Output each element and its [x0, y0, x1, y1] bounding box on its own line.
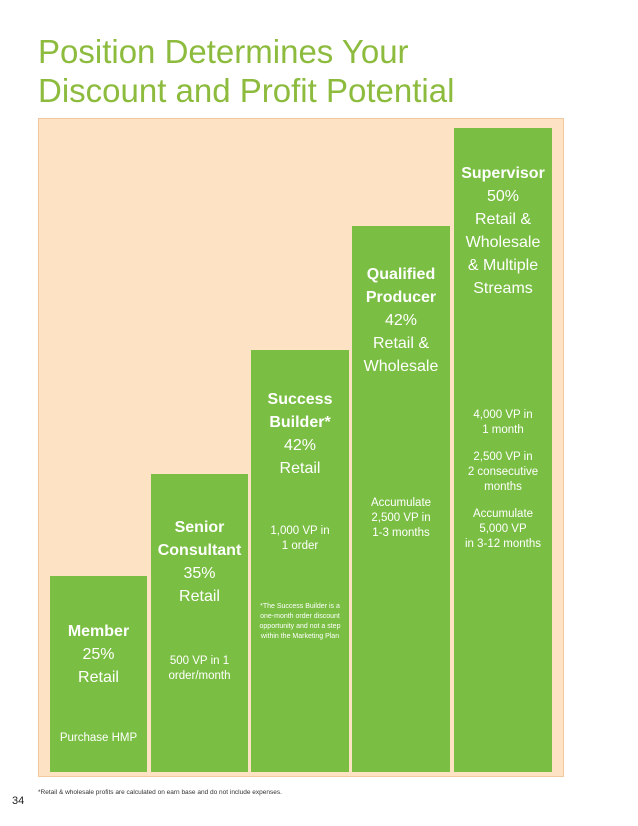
qualified-producer-benefit-2: Wholesale [363, 358, 439, 375]
senior-consultant-heading: Senior Consultant 35% Retail [157, 516, 242, 608]
member-discount: 25% [82, 646, 115, 663]
qualified-producer-req-line: 2,500 VP in [371, 512, 431, 524]
member-requirement: Purchase HMP [56, 731, 141, 746]
title-line-1: Position Determines Your [38, 33, 409, 70]
supervisor-req-line: 2,500 VP in [473, 451, 533, 463]
supervisor-benefit-2: Wholesale [465, 234, 541, 251]
note-line: *The Success Builder is a [260, 603, 340, 610]
success-builder-heading: Success Builder* 42% Retail [257, 388, 343, 480]
bar-member: Member 25% Retail Purchase HMP [50, 576, 147, 772]
supervisor-benefit-4: Streams [473, 280, 533, 297]
qualified-producer-name-1: Qualified [366, 266, 436, 283]
senior-consultant-benefit: Retail [179, 588, 220, 605]
supervisor-benefit-1: Retail & [474, 211, 532, 228]
qualified-producer-req-line: 1-3 months [372, 527, 430, 539]
qualified-producer-req-line: Accumulate [370, 497, 432, 509]
success-builder-discount: 42% [283, 437, 317, 454]
member-heading: Member 25% Retail [56, 620, 141, 689]
footnote: *Retail & wholesale profits are calculat… [38, 789, 282, 796]
page-number: 34 [12, 795, 25, 807]
success-builder-req-line: 1 order [281, 540, 319, 552]
qualified-producer-heading: Qualified Producer 42% Retail & Wholesal… [358, 263, 444, 378]
supervisor-req-line: 2 consecutive [467, 466, 539, 478]
supervisor-req-spacer [460, 495, 546, 507]
supervisor-benefit-3: & Multiple [467, 257, 539, 274]
member-name: Member [67, 623, 130, 640]
senior-consultant-discount: 35% [183, 565, 216, 582]
senior-consultant-name-1: Senior [174, 519, 225, 536]
bar-qualified-producer: Qualified Producer 42% Retail & Wholesal… [352, 226, 450, 772]
bar-senior-consultant: Senior Consultant 35% Retail 500 VP in 1… [151, 474, 248, 772]
success-builder-note: *The Success Builder is a one-month orde… [257, 602, 343, 642]
success-builder-req-line: 1,000 VP in [270, 525, 330, 537]
senior-consultant-name-2: Consultant [157, 542, 242, 559]
page-title: Position Determines Your Discount and Pr… [38, 32, 598, 110]
bar-supervisor: Supervisor 50% Retail & Wholesale & Mult… [454, 128, 552, 772]
supervisor-requirement: 4,000 VP in 1 month 2,500 VP in 2 consec… [460, 408, 546, 552]
success-builder-benefit: Retail [279, 460, 321, 477]
qualified-producer-discount: 42% [384, 312, 418, 329]
supervisor-heading: Supervisor 50% Retail & Wholesale & Mult… [460, 162, 546, 300]
success-builder-name-2: Builder* [269, 414, 331, 431]
supervisor-name: Supervisor [461, 165, 545, 182]
supervisor-req-line: 5,000 VP [479, 523, 527, 535]
senior-consultant-req-line: 500 VP in 1 [169, 655, 230, 667]
senior-consultant-requirement: 500 VP in 1 order/month [157, 654, 242, 684]
qualified-producer-benefit-1: Retail & [372, 335, 430, 352]
supervisor-discount: 50% [486, 188, 520, 205]
supervisor-req-spacer [460, 438, 546, 450]
note-line: within the Marketing Plan [260, 633, 340, 640]
success-builder-name-1: Success [267, 391, 333, 408]
title-line-2: Discount and Profit Potential [38, 72, 455, 109]
note-line: one-month order discount [260, 613, 340, 620]
success-builder-requirement: 1,000 VP in 1 order [257, 524, 343, 554]
supervisor-req-line: in 3-12 months [464, 538, 542, 550]
supervisor-req-line: Accumulate [472, 508, 534, 520]
bar-success-builder: Success Builder* 42% Retail 1,000 VP in … [251, 350, 349, 772]
member-req-line: Purchase HMP [59, 732, 138, 744]
member-benefit: Retail [78, 669, 119, 686]
supervisor-req-line: months [484, 481, 522, 493]
qualified-producer-name-2: Producer [365, 289, 437, 306]
supervisor-req-line: 4,000 VP in [473, 409, 533, 421]
qualified-producer-requirement: Accumulate 2,500 VP in 1-3 months [358, 496, 444, 541]
note-line: opportunity and not a step [259, 623, 341, 630]
senior-consultant-req-line: order/month [168, 670, 231, 682]
supervisor-req-line: 1 month [482, 424, 524, 436]
